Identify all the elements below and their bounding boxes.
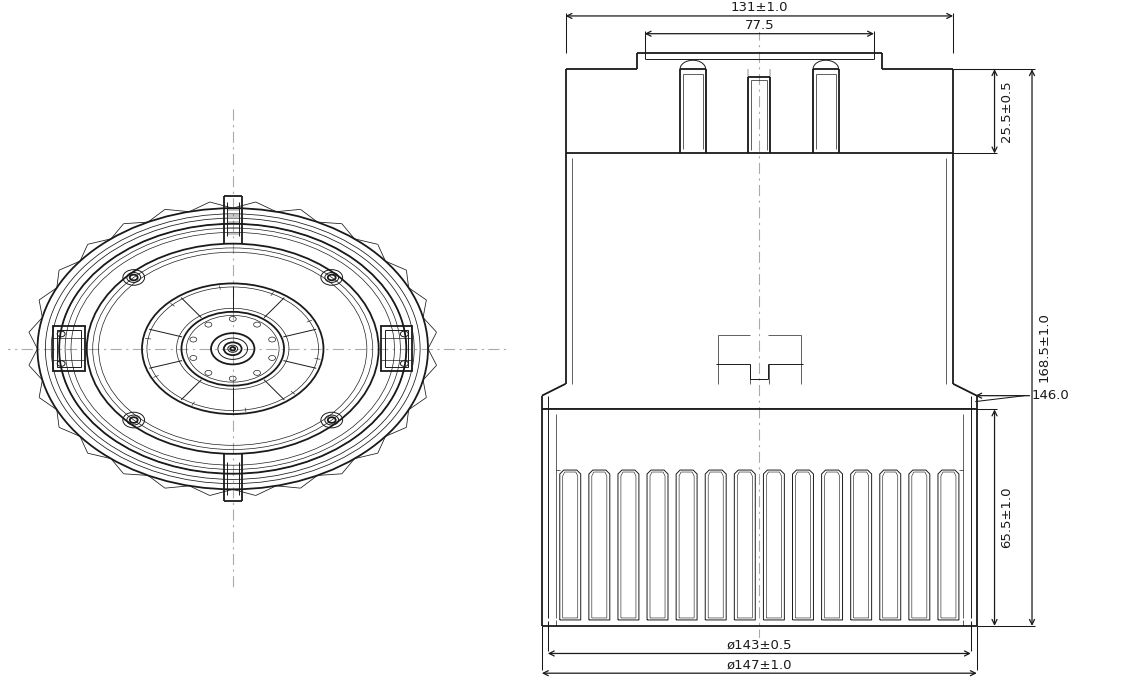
- Bar: [57, 330, 81, 368]
- Text: 146.0: 146.0: [1032, 389, 1069, 402]
- Text: 25.5±0.5: 25.5±0.5: [1001, 80, 1013, 142]
- Text: ø147±1.0: ø147±1.0: [726, 658, 792, 671]
- Text: ø143±0.5: ø143±0.5: [726, 638, 792, 651]
- Text: 168.5±1.0: 168.5±1.0: [1037, 313, 1051, 383]
- Bar: [54, 326, 84, 372]
- Bar: [384, 330, 408, 368]
- Bar: [381, 326, 413, 372]
- Text: 131±1.0: 131±1.0: [731, 1, 788, 14]
- Text: 77.5: 77.5: [744, 19, 774, 32]
- Text: 65.5±1.0: 65.5±1.0: [1001, 487, 1013, 548]
